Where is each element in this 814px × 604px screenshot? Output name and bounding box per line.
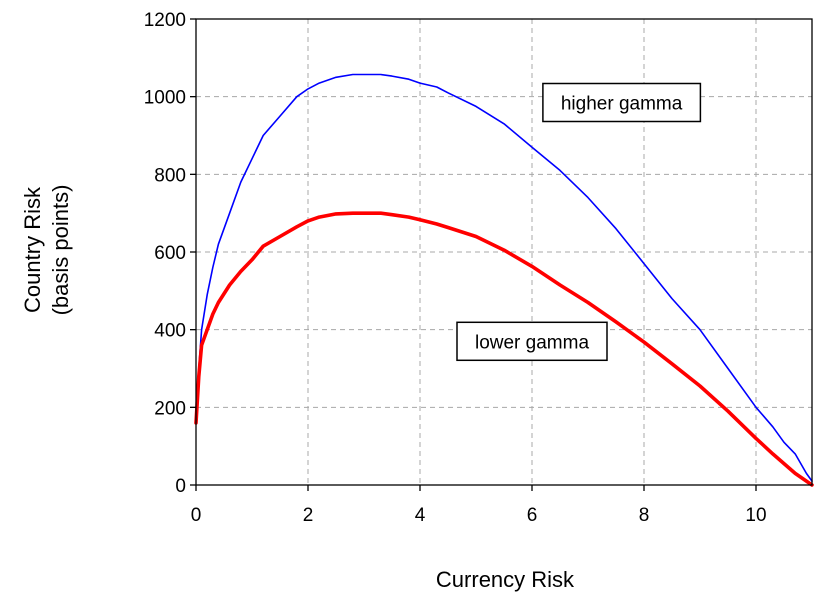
series-lines [194,73,814,487]
y-tick-label-3: 600 [154,243,186,264]
annotation-0: higher gamma [542,82,702,123]
annotation-label-1: lower gamma [475,332,589,353]
x-tick-label-2: 4 [415,505,426,526]
y-axis-title-line-1: Country Risk [20,186,45,313]
x-tick-label-3: 6 [527,505,538,526]
tick-labels: 0 200 400 600 800 1000 1200 0 2 4 6 8 10 [144,10,767,526]
x-tick-label-0: 0 [191,505,202,526]
y-tick-label-5: 1000 [144,88,186,109]
series-line-0 [195,73,813,482]
x-axis-title: Currency Risk [436,567,575,592]
y-axis-title-line-2: (basis points) [48,185,73,316]
x-tick-label-4: 8 [639,505,650,526]
axes [190,18,813,491]
annotation-label-0: higher gamma [561,93,683,114]
annotation-box-1 [456,321,608,362]
axis-titles: Currency Risk Country Risk (basis points… [20,185,575,592]
annotation-1: lower gamma [456,321,608,362]
x-tick-label-1: 2 [303,505,314,526]
y-tick-label-4: 800 [154,165,186,186]
x-tick-label-5: 10 [745,505,766,526]
y-tick-label-1: 200 [154,398,186,419]
y-tick-label-0: 0 [175,476,186,497]
y-tick-label-2: 400 [154,321,186,342]
series-line-1 [194,211,814,487]
y-tick-label-6: 1200 [144,10,186,31]
annotation-box-0 [542,82,702,123]
annotations: higher gamma lower gamma [456,82,702,362]
